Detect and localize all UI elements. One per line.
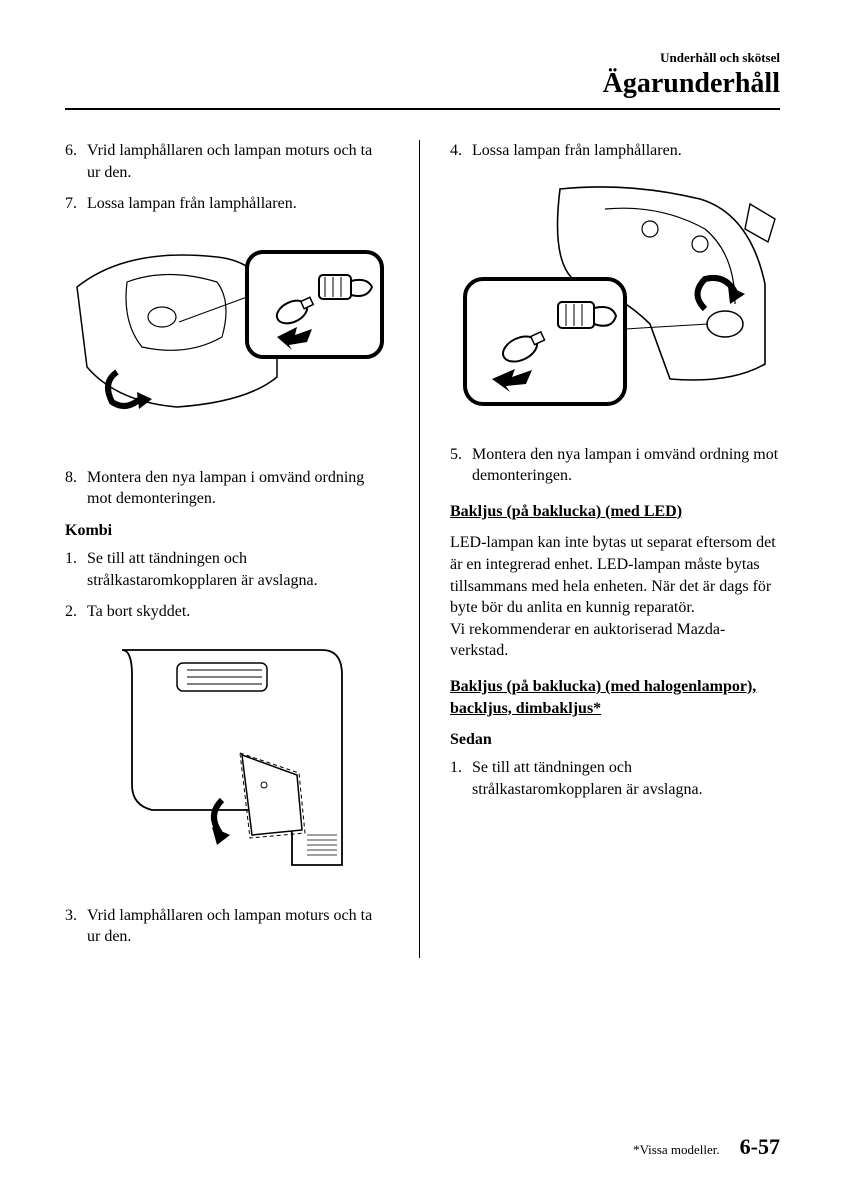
right-steps-1: 4.Lossa lampan från lamphållaren. — [450, 140, 780, 162]
step-num: 2. — [65, 601, 87, 623]
header-title: Ägarunderhåll — [65, 68, 780, 100]
step-num: 8. — [65, 467, 87, 510]
left-column: 6.Vrid lamphållaren och lampan moturs oc… — [65, 140, 389, 958]
step-text: Montera den nya lampan i omvänd ordning … — [87, 467, 389, 510]
step-text: Montera den nya lampan i omvänd ordning … — [472, 444, 780, 487]
figure-left-1 — [65, 227, 389, 447]
step-item: 2.Ta bort skyddet. — [65, 601, 389, 623]
right-steps-2: 5.Montera den nya lampan i omvänd ordnin… — [450, 444, 780, 487]
page-footer: *Vissa modeller. 6-57 — [65, 1134, 780, 1160]
header-section: Underhåll och skötsel — [65, 50, 780, 66]
heading-halogen: Bakljus (på baklucka) (med halogenlampor… — [450, 676, 780, 719]
step-num: 6. — [65, 140, 87, 183]
step-num: 1. — [65, 548, 87, 591]
left-steps-4: 3.Vrid lamphållaren och lampan moturs oc… — [65, 905, 389, 948]
step-item: 4.Lossa lampan från lamphållaren. — [450, 140, 780, 162]
figure-right-1 — [450, 174, 780, 424]
right-steps-3: 1.Se till att tändningen och strålkastar… — [450, 757, 780, 800]
page-number: 6-57 — [740, 1134, 780, 1160]
step-num: 3. — [65, 905, 87, 948]
step-num: 7. — [65, 193, 87, 215]
step-text: Se till att tändningen och strålkastarom… — [87, 548, 389, 591]
step-item: 1.Se till att tändningen och strålkastar… — [450, 757, 780, 800]
right-column: 4.Lossa lampan från lamphållaren. — [450, 140, 780, 958]
left-steps-1: 6.Vrid lamphållaren och lampan moturs oc… — [65, 140, 389, 215]
para-led: LED-lampan kan inte bytas ut separat eft… — [450, 532, 780, 662]
step-item: 3.Vrid lamphållaren och lampan moturs oc… — [65, 905, 389, 948]
step-item: 6.Vrid lamphållaren och lampan moturs oc… — [65, 140, 389, 183]
step-text: Lossa lampan från lamphållaren. — [87, 193, 297, 215]
step-text: Ta bort skyddet. — [87, 601, 190, 623]
step-item: 5.Montera den nya lampan i omvänd ordnin… — [450, 444, 780, 487]
header-rule — [65, 108, 780, 110]
step-num: 5. — [450, 444, 472, 487]
step-item: 7.Lossa lampan från lamphållaren. — [65, 193, 389, 215]
step-text: Lossa lampan från lamphållaren. — [472, 140, 682, 162]
sedan-heading: Sedan — [450, 731, 780, 749]
step-text: Vrid lamphållaren och lampan moturs och … — [87, 140, 389, 183]
step-item: 8.Montera den nya lampan i omvänd ordnin… — [65, 467, 389, 510]
step-num: 4. — [450, 140, 472, 162]
step-text: Vrid lamphållaren och lampan moturs och … — [87, 905, 389, 948]
figure-left-2 — [65, 635, 389, 885]
page-header: Underhåll och skötsel Ägarunderhåll — [65, 50, 780, 100]
footnote: *Vissa modeller. — [633, 1142, 720, 1158]
step-num: 1. — [450, 757, 472, 800]
column-divider — [419, 140, 420, 958]
step-text: Se till att tändningen och strålkastarom… — [472, 757, 780, 800]
step-item: 1.Se till att tändningen och strålkastar… — [65, 548, 389, 591]
kombi-heading: Kombi — [65, 522, 389, 540]
left-steps-2: 8.Montera den nya lampan i omvänd ordnin… — [65, 467, 389, 510]
heading-led: Bakljus (på baklucka) (med LED) — [450, 501, 780, 523]
content-columns: 6.Vrid lamphållaren och lampan moturs oc… — [65, 140, 780, 958]
left-steps-3: 1.Se till att tändningen och strålkastar… — [65, 548, 389, 623]
